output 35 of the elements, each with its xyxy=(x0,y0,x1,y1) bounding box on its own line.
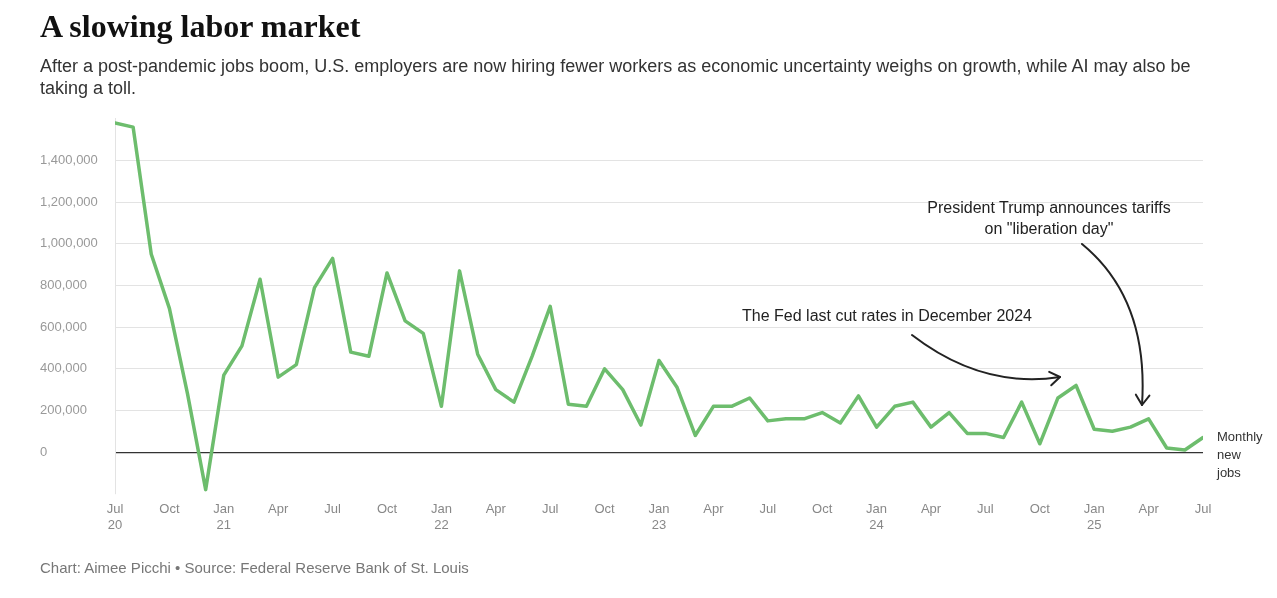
x-tick-label: Apr xyxy=(703,501,725,517)
y-tick-label: 1,200,000 xyxy=(40,193,98,209)
x-tick-label: Jan 24 xyxy=(866,501,888,532)
series-label: Monthly new jobs xyxy=(1216,428,1264,480)
x-tick-label: Oct xyxy=(1029,501,1051,517)
x-tick-label: Oct xyxy=(594,501,616,517)
x-tick-label: Jul xyxy=(324,501,342,517)
x-tick-label: Jul 20 xyxy=(106,501,124,532)
y-tick-label: 400,000 xyxy=(40,360,87,376)
y-tick-label: 1,000,000 xyxy=(40,235,98,251)
x-tick-label: Oct xyxy=(376,501,398,517)
x-tick-label: Jul xyxy=(759,501,777,517)
x-tick-label: Apr xyxy=(485,501,507,517)
y-tick-label: 200,000 xyxy=(40,402,87,418)
x-tick-label: Apr xyxy=(920,501,942,517)
x-tick-label: Apr xyxy=(1138,501,1160,517)
x-tick-label: Jan 23 xyxy=(648,501,670,532)
x-tick-label: Jul xyxy=(977,501,994,517)
chart-subtitle: After a post-pandemic jobs boom, U.S. employers are now hiring fewer workers as economic uncertainty weighs on growth, while AI may also be taking a toll. xyxy=(40,55,1192,99)
y-tick-label: 800,000 xyxy=(40,277,87,293)
text: Chart: Aimee Picchi • Source: Federal Reserve Bank of St. Louis xyxy=(40,559,470,576)
x-tick-label: Jul xyxy=(1194,501,1212,517)
annotation: President Trump announces tariffs on "liberation day" xyxy=(927,199,1171,238)
x-tick-label: Jul xyxy=(541,501,559,517)
chart-title: A slowing labor market xyxy=(40,8,362,45)
y-tick-label: 600,000 xyxy=(40,318,87,334)
x-tick-label: Oct xyxy=(812,501,833,517)
y-tick-label: 1,400,000 xyxy=(40,152,98,168)
x-tick-label: Oct xyxy=(159,501,180,517)
y-tick-label: 0 xyxy=(40,443,48,459)
x-tick-label: Jan 21 xyxy=(213,501,235,532)
x-tick-label: Jan 25 xyxy=(1083,501,1105,532)
x-tick-label: Apr xyxy=(268,501,289,517)
x-tick-label: Jan 22 xyxy=(430,501,452,532)
annotation: The Fed last cut rates in December 2024 xyxy=(742,307,1033,325)
